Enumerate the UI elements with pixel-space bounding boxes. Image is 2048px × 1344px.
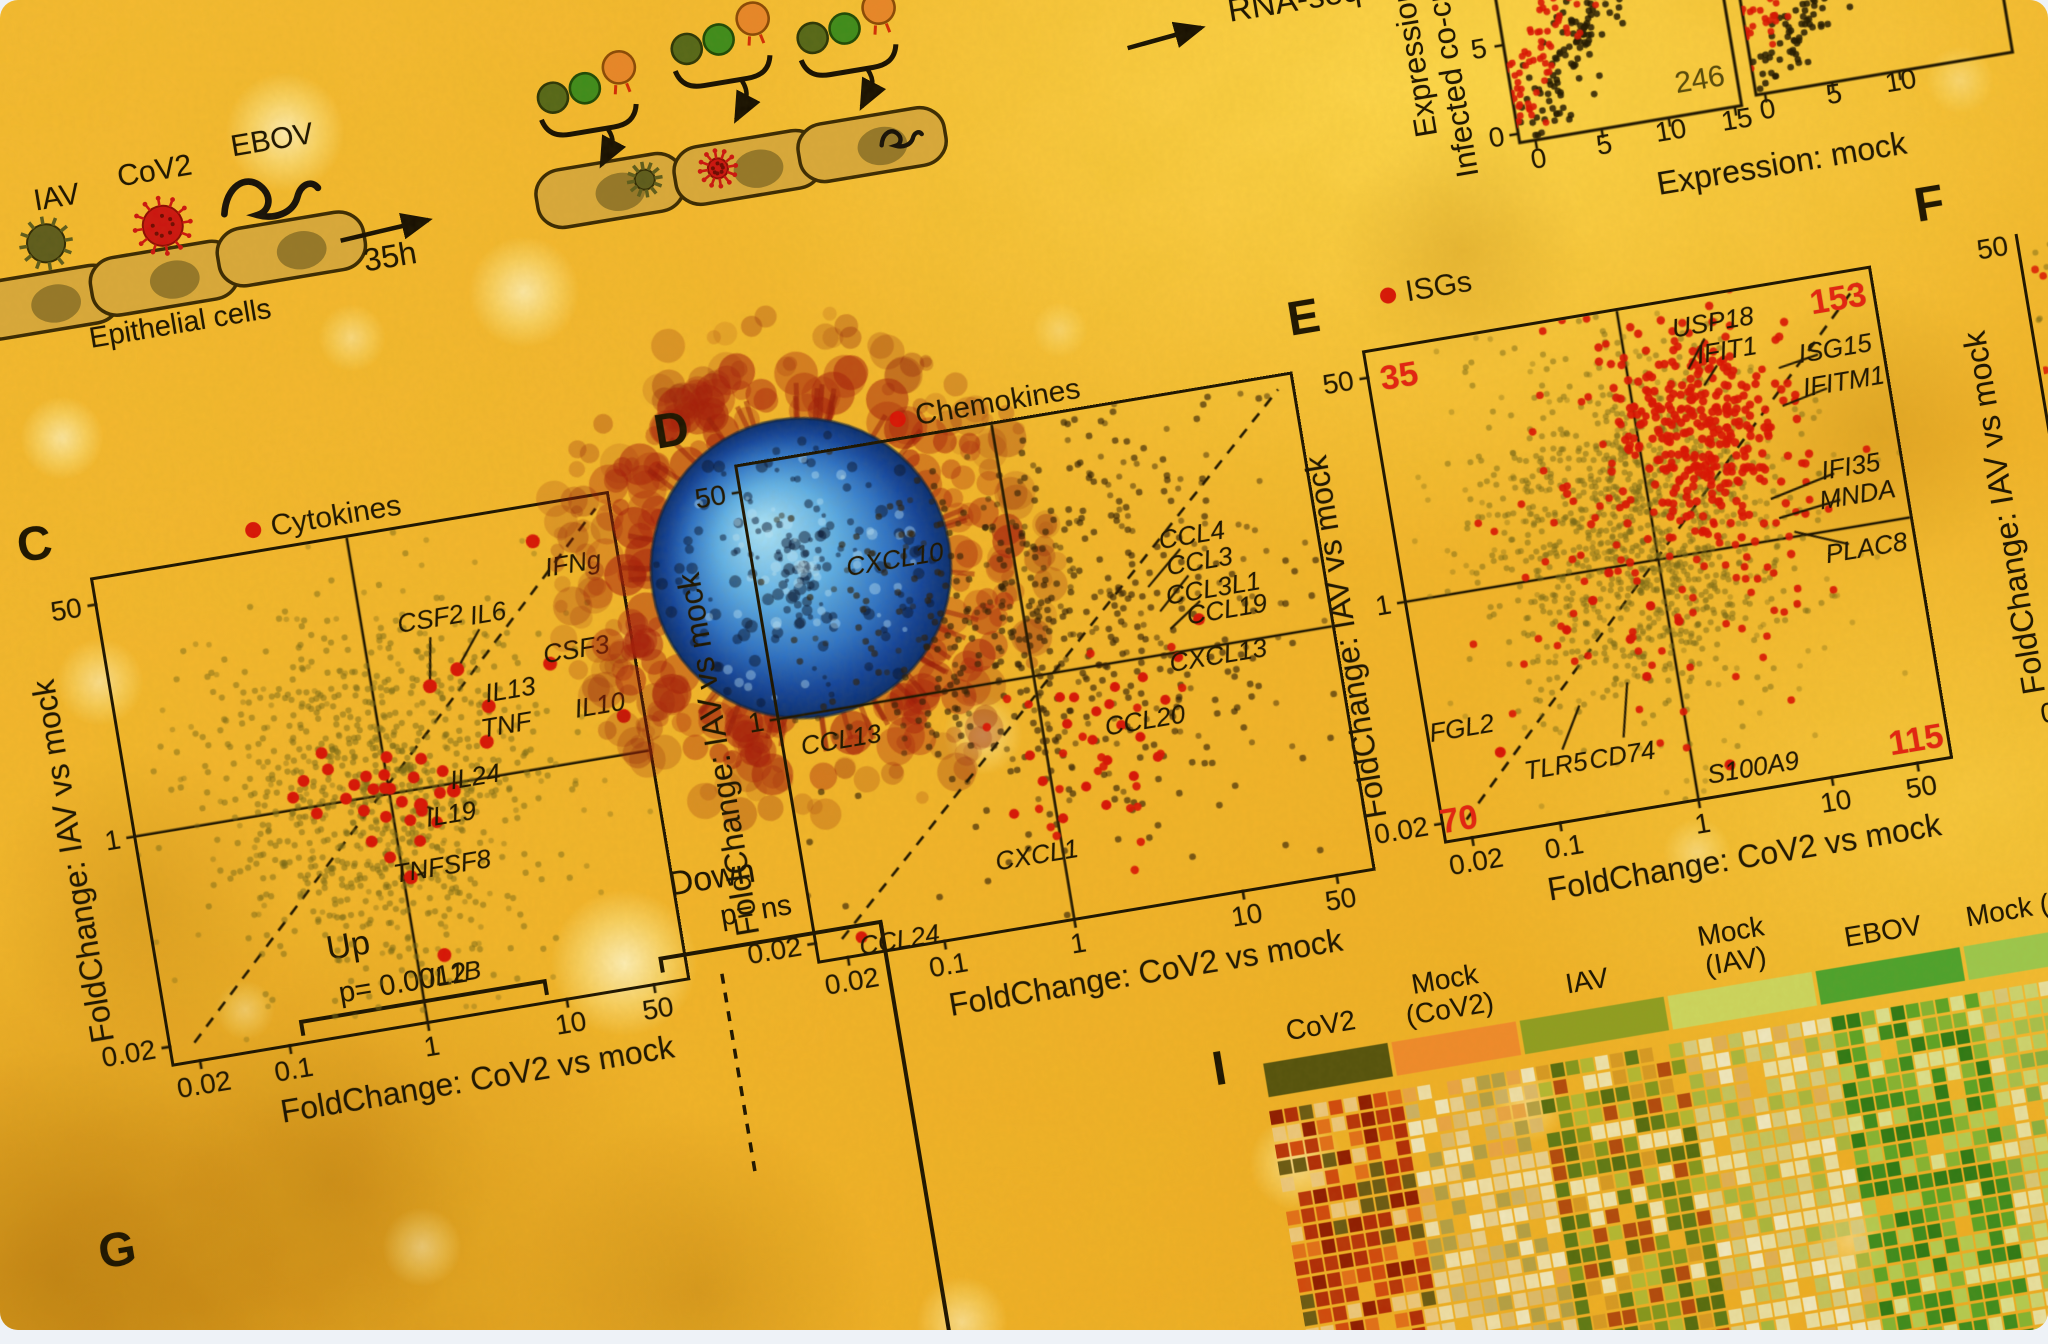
f-ytick-002: 0.0 [2038,692,2048,730]
iav-spike [59,224,68,233]
iav-spike [56,256,65,266]
immune-cell [702,23,735,56]
panel_c-xtick: 0.1 [272,1050,316,1088]
panel_d-box [734,371,1376,964]
iav-spike [654,174,663,180]
iav-spike [39,216,45,225]
panel_e-panel: E ISGs 0.02 0.1 1 10 50 50 1 0.02 FoldChange: CoV2… [1283,245,1973,908]
iav-spike [644,189,650,198]
cov2-virus-icon [141,204,184,247]
panel-i-letter: I [1208,1041,1231,1097]
panel_d-xtick: 0.1 [926,946,971,984]
immune-cell [670,32,704,66]
panel_c-xtick: 50 [639,990,676,1027]
immune-cell [861,0,896,25]
heatmap-group-label: Mock (EBOV) [1963,873,2048,933]
panel-f-letter: F [1910,175,1949,233]
panel_c-letter: C [13,515,57,574]
immune-cell [568,71,602,105]
immune-cell [796,21,829,55]
panel_e-xtick: 0.1 [1542,828,1586,866]
panel_e-ytick: 50 [1320,364,1357,401]
immune-cell [735,1,770,36]
f-ylabel: FoldChange: IAV vs mock [1955,328,2048,698]
panel-g-letter: G [94,1221,141,1280]
arrow-rnaseq [1127,21,1206,51]
iav-spike [47,261,53,271]
cov2-spike-tip [132,228,138,233]
iav-spike [24,254,33,262]
immune-cell [828,12,861,45]
panel_d-panel: D Chemokines 0.02 0.1 1 10 50 50 1 0.02 FoldChange… [478,245,1396,1023]
heatmap-group-label-line: CoV2 [1283,1004,1358,1047]
iav-spike [626,179,636,185]
iav-spike [20,232,29,239]
iav-virus-icon [26,223,67,264]
transfer-arrow [859,68,887,111]
iav-spike [27,221,36,230]
panel_d-xtick: 50 [1322,881,1359,917]
iav-spike [63,248,72,255]
panel_d-legend-dot [888,409,907,429]
cov2-spike-tip [155,195,161,201]
immune-cell [601,50,637,85]
heatmap-group-label: CoV2 [1283,1004,1358,1047]
panel_c-ytick: 50 [48,591,85,627]
iav-spike [64,237,73,242]
panel_e-legend-dot [1378,286,1398,305]
cov2-spike-tip [187,218,193,224]
receptor-feet [747,33,766,46]
iav-spike [34,260,42,270]
panel_c-legend-dot [244,520,263,540]
heatmap-cells-canvas [1260,851,2048,1330]
panel_e-legend: ISGs [1377,265,1474,314]
b-xtick: 15 [1718,101,1755,137]
panel_c-xtick: 10 [552,1005,589,1041]
iav-spike [19,244,28,250]
heatmap-group-label: Mock (IAV) [1695,910,1771,981]
receptor-feet [613,82,632,95]
panel_d-xtick: 10 [1228,896,1265,933]
panel_e-xtick: 50 [1903,768,1940,805]
heatmap-group-label-line: IAV [1563,961,1611,1000]
iav-spike [640,161,645,171]
b-xtick: 10 [1652,112,1689,148]
iav-spike [51,217,58,227]
heatmap-group-label: EBOV [1841,909,1924,953]
gene-label-IL6: IL6 [467,595,509,631]
heatmap-group-label-line: EBOV [1841,909,1924,953]
g-solid-line [878,921,966,1330]
quadrant-count-tl: 35 [1377,354,1421,398]
panel_d-ytick: 50 [692,478,729,515]
heatmap-group-label-line: Mock (EBOV) [1963,873,2048,933]
quadrant-count-bl: 70 [1436,797,1481,842]
panel_e-letter: E [1283,289,1324,347]
receptor-feet [873,23,892,35]
panel_e-xtick: 10 [1817,783,1854,819]
panel_e-legend-label: ISGs [1403,264,1475,309]
immune-cell [536,81,570,114]
heatmap-group-label: IAV [1563,961,1611,1000]
b-xtick: 10 [1882,62,1919,99]
f-ytick-50: 50 [1974,229,2011,266]
transfer-arrow [734,79,761,124]
g-dashed-line [720,973,757,1174]
